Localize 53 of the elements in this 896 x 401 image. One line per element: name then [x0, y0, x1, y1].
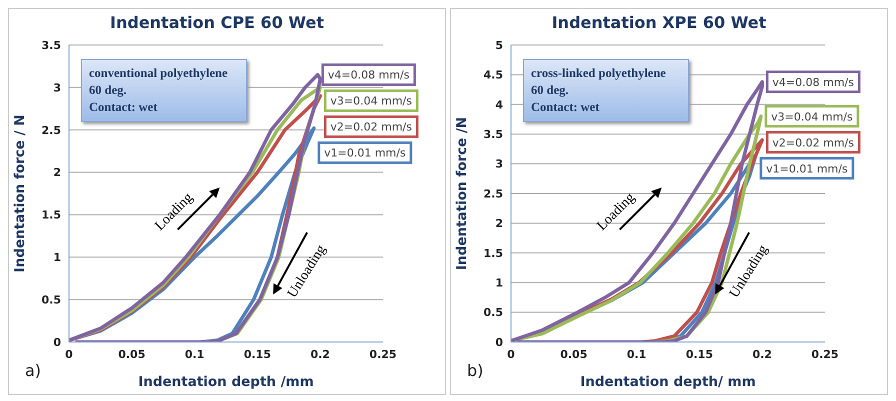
y-tick-label: 2.5	[484, 187, 503, 200]
y-tick-label: 2	[495, 217, 503, 230]
x-tick-label: 0.25	[811, 348, 839, 361]
y-tick-label: 0.5	[484, 306, 503, 320]
y-tick-label: 3	[495, 158, 503, 171]
x-tick-label: 0.15	[686, 348, 713, 361]
annotation: Contact: wet	[531, 99, 600, 116]
series-label: v4=0.08 mm/s	[328, 68, 410, 82]
y-tick-label: 3.5	[42, 38, 61, 52]
x-tick-label: 0	[507, 348, 516, 361]
y-tick-label: 5	[495, 38, 503, 52]
x-tick-label: 0.2	[310, 348, 330, 361]
y-tick-label: 2.5	[42, 124, 61, 137]
x-tick-label: 0.2	[752, 348, 772, 361]
y-axis-title: Indentation force / N	[12, 114, 28, 272]
x-axis-title: Indentation depth/ mm	[580, 374, 756, 390]
y-tick-label: 4	[495, 98, 504, 112]
y-tick-label: 4.5	[484, 68, 503, 82]
y-tick-label: 1.5	[484, 246, 503, 260]
y-tick-label: 3	[53, 81, 61, 94]
y-tick-label: 0	[53, 336, 62, 349]
y-tick-label: 0.5	[42, 293, 61, 306]
annotation: cross-linked polyethylene	[531, 65, 667, 82]
y-tick-label: 1	[495, 276, 503, 290]
annotation: 60 deg.	[89, 82, 128, 99]
annotation: Contact: wet	[89, 99, 158, 116]
x-tick-label: 0.05	[560, 348, 588, 361]
series-label: v1=0.01 mm/s	[324, 146, 406, 160]
x-tick-label: 0.05	[118, 348, 146, 361]
series-label: v2=0.02 mm/s	[772, 136, 854, 150]
series-label: v1=0.01 mm/s	[766, 162, 848, 176]
x-tick-label: 0.1	[184, 348, 204, 361]
series-label: v2=0.02 mm/s	[330, 120, 412, 134]
series-label: v4=0.08 mm/s	[772, 76, 854, 89]
text: b)	[467, 361, 484, 380]
x-tick-label: 0.15	[244, 348, 271, 361]
y-tick-label: 1.5	[42, 208, 61, 222]
text: a)	[25, 361, 42, 380]
series-label: v3=0.04 mm/s	[771, 110, 853, 124]
x-tick-label: 0	[65, 348, 74, 361]
annotation: 60 deg.	[531, 82, 570, 99]
y-tick-label: 3.5	[484, 128, 503, 142]
chart-title: Indentation CPE 60 Wet	[109, 13, 325, 32]
y-axis-title: Indentation force /N	[454, 116, 470, 270]
series-label: v3=0.04 mm/s	[330, 94, 412, 108]
x-axis-title: Indentation depth /mm	[138, 374, 314, 390]
annotation: conventional polyethylene	[89, 65, 229, 82]
y-tick-label: 1	[53, 251, 61, 264]
chart-title: Indentation XPE 60 Wet	[550, 13, 768, 32]
x-tick-label: 0.25	[369, 348, 397, 361]
x-tick-label: 0.1	[626, 348, 646, 361]
y-tick-label: 0	[495, 336, 504, 349]
y-tick-label: 2	[53, 166, 61, 180]
